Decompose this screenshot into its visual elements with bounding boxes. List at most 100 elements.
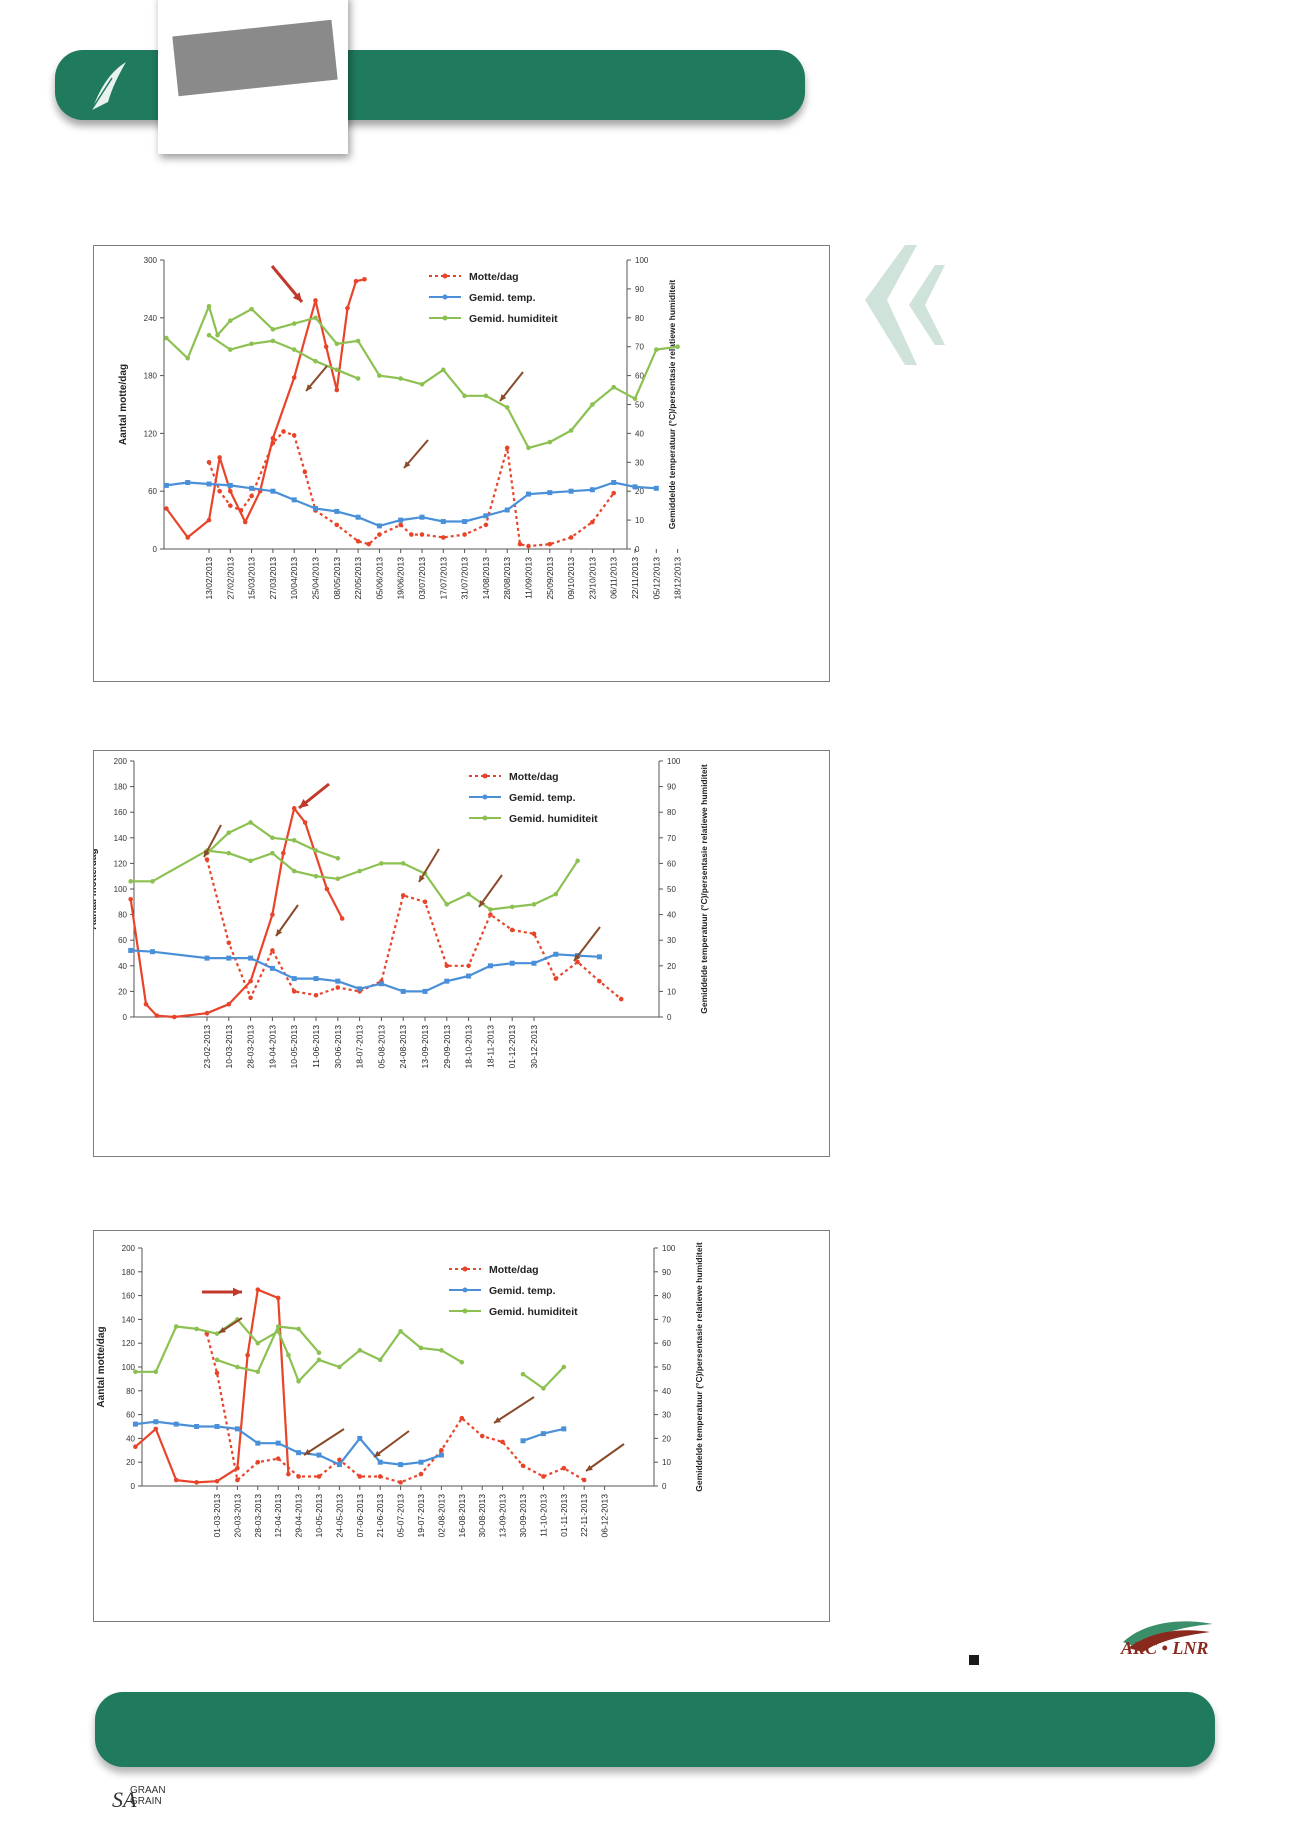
x-tick-label: 30-06-2013 — [333, 1025, 343, 1069]
data-point — [173, 1421, 179, 1427]
y-axis-left-label: Aantal motte/dag — [94, 848, 99, 929]
data-point — [291, 989, 297, 994]
x-tick-label: 25/04/2013 — [311, 557, 321, 600]
data-point — [291, 497, 297, 503]
x-tick-label: 27/02/2013 — [225, 557, 235, 600]
data-point — [377, 373, 382, 378]
data-point — [618, 996, 624, 1002]
x-tick-label: 01-03-2013 — [212, 1494, 222, 1538]
data-point — [296, 1450, 302, 1456]
data-point — [439, 1348, 444, 1353]
annotation-arrowhead — [204, 850, 210, 857]
data-point — [214, 1424, 220, 1429]
y2-tick-label: 10 — [635, 516, 644, 525]
x-tick-label: 28-03-2013 — [253, 1494, 263, 1538]
data-point — [488, 912, 493, 917]
data-point — [270, 338, 276, 344]
legend-label: Gemid. temp. — [489, 1285, 556, 1297]
series-line — [130, 949, 600, 993]
y-tick-label: 20 — [126, 1458, 135, 1467]
y2-tick-label: 20 — [667, 962, 676, 971]
data-point — [316, 1350, 322, 1356]
y2-tick-label: 90 — [662, 1268, 671, 1277]
data-point — [286, 1471, 291, 1477]
data-point — [377, 532, 382, 537]
annotation-arrow — [585, 1443, 625, 1472]
legend-label: Gemid. temp. — [509, 792, 576, 804]
x-tick-label: 09/10/2013 — [566, 557, 576, 600]
data-point — [255, 1340, 261, 1346]
x-tick-label: 05-07-2013 — [396, 1494, 406, 1538]
y2-tick-label: 80 — [662, 1292, 671, 1301]
data-point — [355, 514, 361, 520]
legend-label: Motte/dag — [489, 1264, 539, 1276]
data-point — [172, 1014, 177, 1020]
data-point — [242, 519, 248, 525]
data-point — [226, 955, 232, 961]
footer-bar — [95, 1692, 1215, 1767]
annotation-arrow — [493, 1396, 535, 1424]
y2-tick-label: 40 — [662, 1387, 671, 1396]
data-point — [248, 858, 253, 864]
y-tick-label: 0 — [123, 1013, 128, 1022]
data-point — [133, 1369, 138, 1375]
data-point — [153, 1426, 159, 1432]
annotation-arrowhead — [299, 798, 309, 808]
data-point — [128, 879, 133, 884]
data-point — [245, 1352, 250, 1358]
data-point — [438, 1452, 444, 1458]
data-point — [632, 396, 638, 402]
data-point — [466, 973, 472, 979]
data-point — [547, 439, 553, 445]
data-point — [575, 959, 580, 965]
data-point — [335, 985, 341, 990]
data-point — [214, 1357, 220, 1363]
data-point — [313, 976, 319, 982]
data-point — [479, 1433, 485, 1439]
data-point — [249, 485, 255, 491]
data-point — [575, 858, 580, 864]
series-line — [216, 1325, 320, 1373]
data-point — [419, 514, 425, 520]
data-point — [291, 868, 297, 874]
x-tick-label: 10-03-2013 — [224, 1025, 234, 1069]
x-tick-label: 11-06-2013 — [311, 1025, 321, 1068]
data-point — [248, 978, 253, 984]
chart-1: 0 60 120 180 240 300 0 10 20 30 40 50 60 70 80 90 100 13/… — [93, 245, 830, 682]
chart-2: 0 20 40 60 80 100 120 140 160 180 200 0 10 20 30 40 50 60… — [93, 750, 830, 1157]
data-point — [296, 1474, 301, 1479]
data-point — [235, 1364, 240, 1370]
data-point — [509, 904, 515, 910]
data-point — [228, 503, 233, 508]
y-tick-label: 40 — [126, 1434, 135, 1443]
annotation-arrow — [418, 848, 440, 883]
data-point — [324, 886, 330, 892]
data-point — [316, 1474, 322, 1479]
data-point — [164, 335, 169, 341]
annotation-arrow — [275, 904, 299, 937]
y-tick-label: 140 — [122, 1315, 136, 1324]
data-point — [234, 1426, 240, 1432]
data-point — [440, 519, 446, 525]
x-tick-label: 10-05-2013 — [289, 1025, 299, 1069]
x-tick-label: 13-09-2013 — [498, 1494, 508, 1538]
data-point — [249, 493, 254, 499]
y-tick-label: 180 — [114, 783, 128, 792]
data-point — [335, 978, 341, 984]
x-tick-label: 13/02/2013 — [204, 557, 214, 600]
series-line — [208, 334, 359, 380]
y-tick-label: 140 — [114, 834, 128, 843]
data-point — [504, 405, 510, 410]
x-tick-label: 12-04-2013 — [273, 1494, 283, 1538]
legend-swatch-marker — [482, 773, 488, 779]
data-point — [611, 490, 616, 496]
y2-tick-label: 0 — [667, 1013, 672, 1022]
data-point — [248, 820, 253, 825]
data-point — [675, 344, 680, 349]
data-point — [270, 835, 275, 841]
x-tick-label: 19-07-2013 — [416, 1494, 426, 1538]
data-point — [526, 543, 531, 549]
y-tick-label: 120 — [114, 859, 128, 868]
y2-tick-label: 60 — [635, 372, 644, 381]
series-line — [129, 807, 344, 1019]
